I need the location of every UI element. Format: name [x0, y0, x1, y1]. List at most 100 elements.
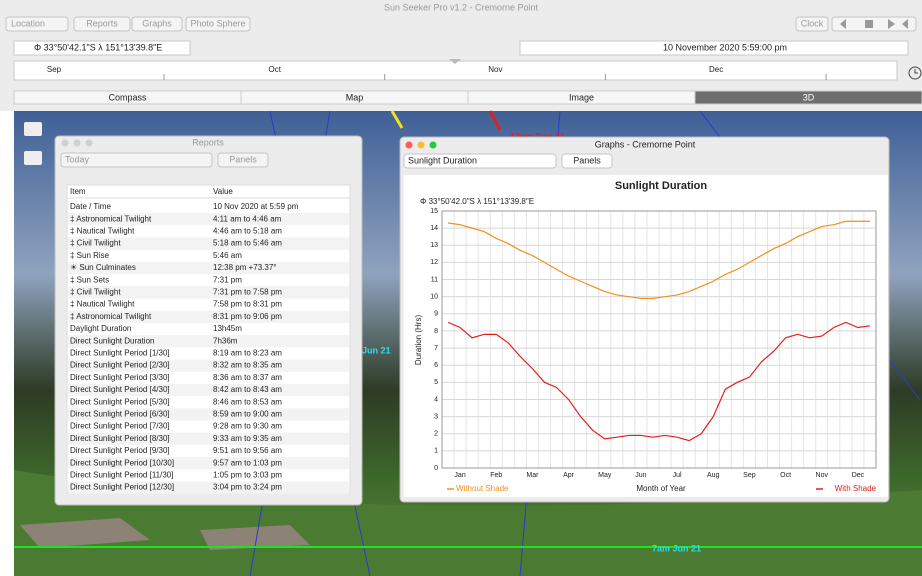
row-value: 9:57 am to 1:03 pm [213, 458, 282, 467]
row-value: 8:59 am to 9:00 am [213, 410, 282, 419]
window-control[interactable] [417, 141, 425, 149]
location-select[interactable] [5, 16, 69, 32]
x-tick-label: May [598, 472, 612, 479]
row-item: Direct Sunlight Period [4/30] [70, 385, 170, 394]
tab-label: 3D [803, 92, 815, 102]
y-tick-label: 7 [434, 345, 438, 352]
playback-controls[interactable] [831, 16, 917, 32]
coordinates: Φ 33°50'42.1"S λ 151°13'39.8"E [34, 42, 162, 52]
row-item: Daylight Duration [70, 324, 131, 333]
tab-label: Image [569, 92, 594, 102]
window-control[interactable] [405, 141, 413, 149]
row-item: ‡ Astronomical Twilight [70, 312, 152, 321]
row-stripe [68, 432, 349, 445]
row-value: 8:32 am to 8:35 am [213, 361, 282, 370]
row-stripe [68, 457, 349, 470]
legend-label: Without Shade [456, 484, 509, 493]
clock-button[interactable] [795, 16, 829, 32]
window-control[interactable] [85, 139, 93, 147]
reports-title: Reports [192, 137, 224, 147]
row-item: ‡ Civil Twilight [70, 288, 121, 297]
row-item: ‡ Civil Twilight [70, 239, 121, 248]
timeline-month: Sep [47, 65, 62, 74]
y-tick-label: 15 [430, 208, 438, 215]
y-tick-label: 14 [430, 225, 438, 232]
row-value: 7:58 pm to 8:31 pm [213, 300, 282, 309]
row-value: 5:46 am [213, 251, 242, 260]
panels-label: Panels [229, 154, 257, 164]
y-tick-label: 1 [434, 448, 438, 455]
tab[interactable] [694, 90, 922, 105]
window-control[interactable] [429, 141, 437, 149]
row-value: 9:28 am to 9:30 am [213, 422, 282, 431]
x-tick-label: Nov [816, 472, 829, 479]
row-item: Direct Sunlight Period [3/30] [70, 373, 170, 382]
column-header: Value [213, 187, 233, 196]
panels-button[interactable] [217, 152, 269, 168]
clock-icon[interactable] [908, 66, 922, 80]
row-item: ‡ Sun Rise [70, 251, 110, 260]
row-item: Direct Sunlight Period [11/30] [70, 471, 173, 480]
photo-sphere-button[interactable] [185, 16, 251, 32]
panels-button[interactable] [561, 153, 613, 169]
y-axis-label: Duration (Hrs) [414, 315, 423, 366]
row-value: 5:18 am to 5:46 am [213, 239, 282, 248]
y-tick-label: 9 [434, 311, 438, 318]
period-select[interactable] [60, 152, 213, 168]
row-stripe [68, 261, 349, 275]
sun-marker-red [488, 110, 502, 131]
row-value: 13h45m [213, 324, 242, 333]
row-stripe [68, 237, 349, 250]
row-value: 4:11 am to 4:46 am [213, 214, 282, 223]
window-control[interactable] [73, 139, 81, 147]
settings-button[interactable] [24, 122, 42, 136]
period: Today [65, 154, 90, 164]
report-rows: Item Value Date / Time 10 Nov 2020 at 5:59 … [67, 187, 350, 494]
row-value: 7:31 pm [213, 275, 242, 284]
y-tick-label: 11 [431, 276, 438, 283]
x-tick-label: Oct [780, 472, 791, 479]
row-item: ‡ Astronomical Twilight [70, 214, 152, 223]
chart-select[interactable] [403, 153, 557, 169]
x-tick-label: Jan [454, 472, 465, 479]
y-tick-label: 4 [434, 396, 438, 403]
y-tick-label: 2 [434, 431, 438, 438]
x-tick-label: Jul [673, 472, 682, 479]
graphs-button[interactable] [131, 16, 183, 32]
scene-label: Jun 21 [362, 345, 391, 355]
series-line [447, 321, 871, 442]
row-value: 7h36m [213, 336, 238, 345]
y-tick-label: 10 [430, 294, 438, 301]
coordinates-field[interactable] [13, 40, 191, 56]
row-item: ☀ Sun Culminates [70, 263, 136, 272]
x-tick-label: Apr [563, 472, 575, 479]
grass [14, 470, 922, 576]
row-value: 8:36 am to 8:37 am [213, 373, 282, 382]
plot-frame [441, 210, 877, 469]
y-tick-label: 13 [430, 242, 438, 249]
y-tick-label: 12 [430, 259, 438, 266]
window-title: Sun Seeker Pro v1.2 - Cremorne Point [384, 2, 539, 12]
timeline-months: Sep Oct Nov Dec [47, 65, 827, 80]
timeline-marker [449, 59, 461, 64]
row-item: ‡ Nautical Twilight [70, 300, 135, 309]
datetime-field[interactable] [519, 40, 909, 56]
photo-sphere-label: Photo Sphere [190, 18, 245, 28]
y-tick-label: 3 [434, 413, 438, 420]
row-item: Direct Sunlight Period [12/30] [70, 483, 174, 492]
tab-bar: Compass Map Image 3D [13, 90, 922, 105]
row-item: Direct Sunlight Period [2/30] [70, 361, 170, 370]
playback-icons [840, 19, 908, 29]
row-value: 8:19 am to 8:23 am [213, 349, 282, 358]
timeline[interactable] [13, 60, 898, 81]
y-tick-label: 0 [434, 465, 438, 472]
row-item: Direct Sunlight Period [5/30] [70, 397, 170, 406]
y-tick-label: 8 [434, 328, 438, 335]
reports-button[interactable] [73, 16, 131, 32]
view-button[interactable] [24, 151, 42, 165]
x-tick-label: Mar [526, 472, 539, 479]
reports-label: Reports [86, 18, 118, 28]
window-control[interactable] [61, 139, 69, 147]
